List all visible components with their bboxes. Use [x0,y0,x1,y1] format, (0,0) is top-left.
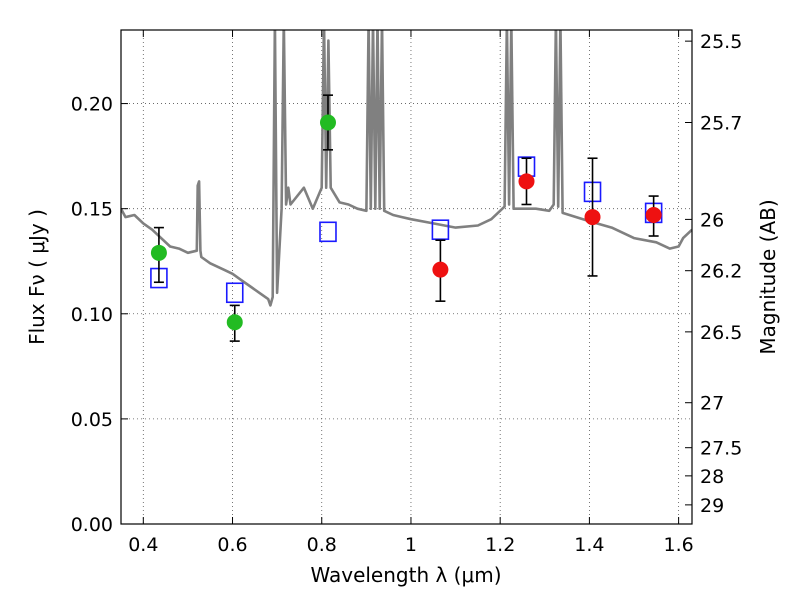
grid [121,30,692,525]
red-point [518,173,535,190]
y2-tick-label: 27.5 [700,438,742,460]
model-square [319,221,337,243]
x-tick-label: 0.8 [307,534,337,556]
green-point [226,314,243,331]
y2-tick-label: 28 [700,466,724,488]
y-tick-label: 0.00 [71,514,113,536]
red-point [584,209,601,226]
x-tick-label: 0.4 [128,534,158,556]
model-square [431,219,450,241]
x-tick-label: 1.6 [664,534,694,556]
y2-tick-label: 25.7 [700,112,742,134]
spectrum-layer [121,30,692,307]
y2-tick-label: 26 [700,209,724,231]
x-axis-label: Wavelength λ (μm) [310,563,501,587]
model-square [225,282,244,304]
y-tick-label: 0.15 [71,199,113,221]
red-point [432,261,449,278]
spectrum-line [121,30,692,307]
y2-axis-label: Magnitude (AB) [756,199,780,354]
y2-tick-label: 25.5 [700,31,742,53]
x-tick-label: 1.4 [574,534,604,556]
y2-tick-label: 29 [700,495,724,517]
y2-tick-label: 27 [700,393,724,415]
x-tick-label: 1.2 [485,534,515,556]
x-tick-label: 1 [405,534,417,556]
y-tick-label: 0.10 [71,304,113,326]
data-markers [150,94,663,342]
y-tick-label: 0.05 [71,409,113,431]
plot-frame [120,29,693,525]
green-point [319,114,336,131]
y-axis-label: Flux Fν ( μJy ) [25,209,49,345]
red-point [645,206,662,223]
axis-ticks: 0.4 0.6 0.8 1 1.2 1.4 1.6 0.00 0.05 0.10 0.15 0.20 2… [71,30,742,556]
y2-tick-label: 26.2 [700,261,742,283]
green-point [150,244,167,261]
y2-tick-label: 26.5 [700,322,742,344]
x-tick-label: 0.6 [217,534,247,556]
y-tick-label: 0.20 [71,94,113,116]
